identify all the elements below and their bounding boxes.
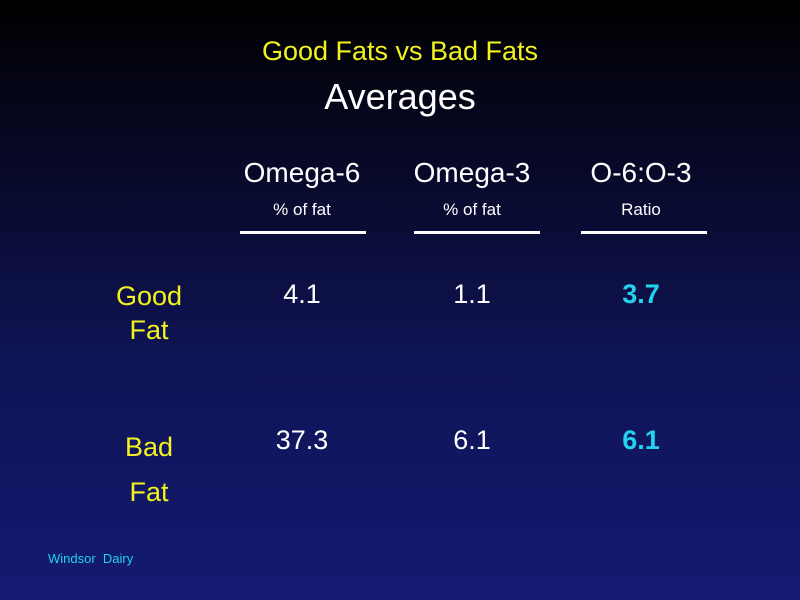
cell-good-fat-ratio: 3.7 <box>622 279 660 309</box>
column-sublabel-ratio: Ratio <box>621 200 661 219</box>
column-sublabel-omega-3: % of fat <box>443 200 501 219</box>
cell-bad-fat-ratio: 6.1 <box>622 425 660 455</box>
column-divider-omega-3 <box>414 231 540 234</box>
row-label-bad-fat: Bad Fat <box>79 425 219 515</box>
row-label-line: Fat <box>129 315 169 345</box>
slide-subtitle: Averages <box>324 76 476 117</box>
column-header-omega-6: Omega-6 <box>243 157 361 188</box>
column-divider-ratio <box>581 231 707 234</box>
row-label-line: Bad <box>124 432 174 462</box>
row-label-line: Fat <box>129 477 169 507</box>
row-label-line: Good <box>115 281 183 311</box>
row-label-good-fat: Good Fat <box>79 279 219 347</box>
column-divider-omega-6 <box>240 231 366 234</box>
column-header-ratio: O-6:O-3 <box>590 157 692 188</box>
column-header-omega-3: Omega-3 <box>413 157 531 188</box>
cell-good-fat-omega-6: 4.1 <box>283 279 321 309</box>
footer-credit: Windsor Dairy <box>48 551 134 566</box>
cell-bad-fat-omega-3: 6.1 <box>453 425 491 455</box>
cell-bad-fat-omega-6: 37.3 <box>275 425 329 455</box>
column-sublabel-omega-6: % of fat <box>273 200 331 219</box>
cell-good-fat-omega-3: 1.1 <box>453 279 491 309</box>
slide-title: Good Fats vs Bad Fats <box>261 36 539 66</box>
